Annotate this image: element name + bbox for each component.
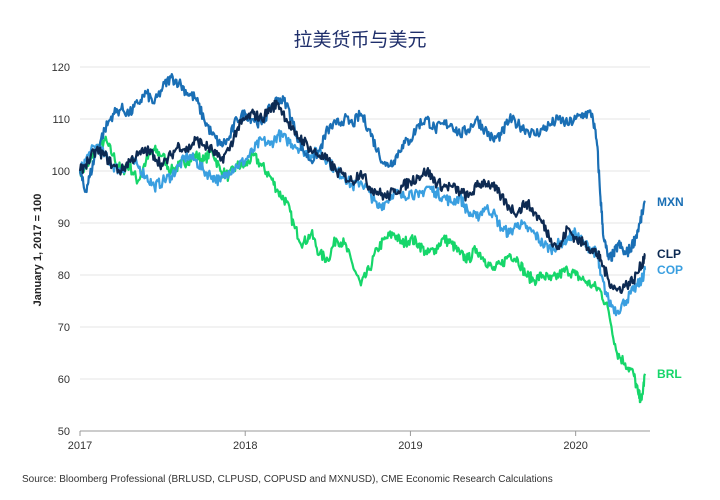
series-label-mxn: MXN — [657, 195, 684, 209]
series-labels: BRL COP MXN CLP — [657, 195, 684, 381]
series-label-cop: COP — [657, 263, 683, 277]
y-tick-label: 60 — [58, 374, 70, 386]
grid-lines — [80, 66, 650, 380]
chart-title: 拉美货币与美元 — [293, 29, 426, 51]
source-note: Source: Bloomberg Professional (BRLUSD, … — [22, 474, 553, 485]
y-tick-label: 110 — [52, 114, 70, 126]
x-tick-label: 2018 — [233, 440, 257, 452]
x-tick-label: 2020 — [563, 440, 587, 452]
y-tick-label: 120 — [52, 62, 70, 74]
series-label-clp: CLP — [657, 247, 681, 261]
series-lines — [78, 73, 647, 404]
y-tick-labels: 50 60 70 80 90 100 110 120 — [52, 62, 70, 438]
y-tick-label: 100 — [52, 166, 70, 178]
series-line-mxn — [78, 73, 646, 262]
y-axis-label: January 1, 2017 = 100 — [32, 194, 44, 307]
x-tick-labels: 2017 2018 2019 2020 — [68, 431, 588, 452]
series-line-clp — [78, 99, 646, 294]
series-label-brl: BRL — [657, 367, 682, 381]
y-tick-label: 70 — [58, 322, 70, 334]
x-tick-label: 2017 — [68, 440, 92, 452]
x-tick-label: 2019 — [398, 440, 422, 452]
y-tick-label: 80 — [58, 270, 70, 282]
y-tick-label: 50 — [58, 426, 70, 438]
series-line-cop — [78, 129, 647, 317]
y-tick-label: 90 — [58, 218, 70, 230]
